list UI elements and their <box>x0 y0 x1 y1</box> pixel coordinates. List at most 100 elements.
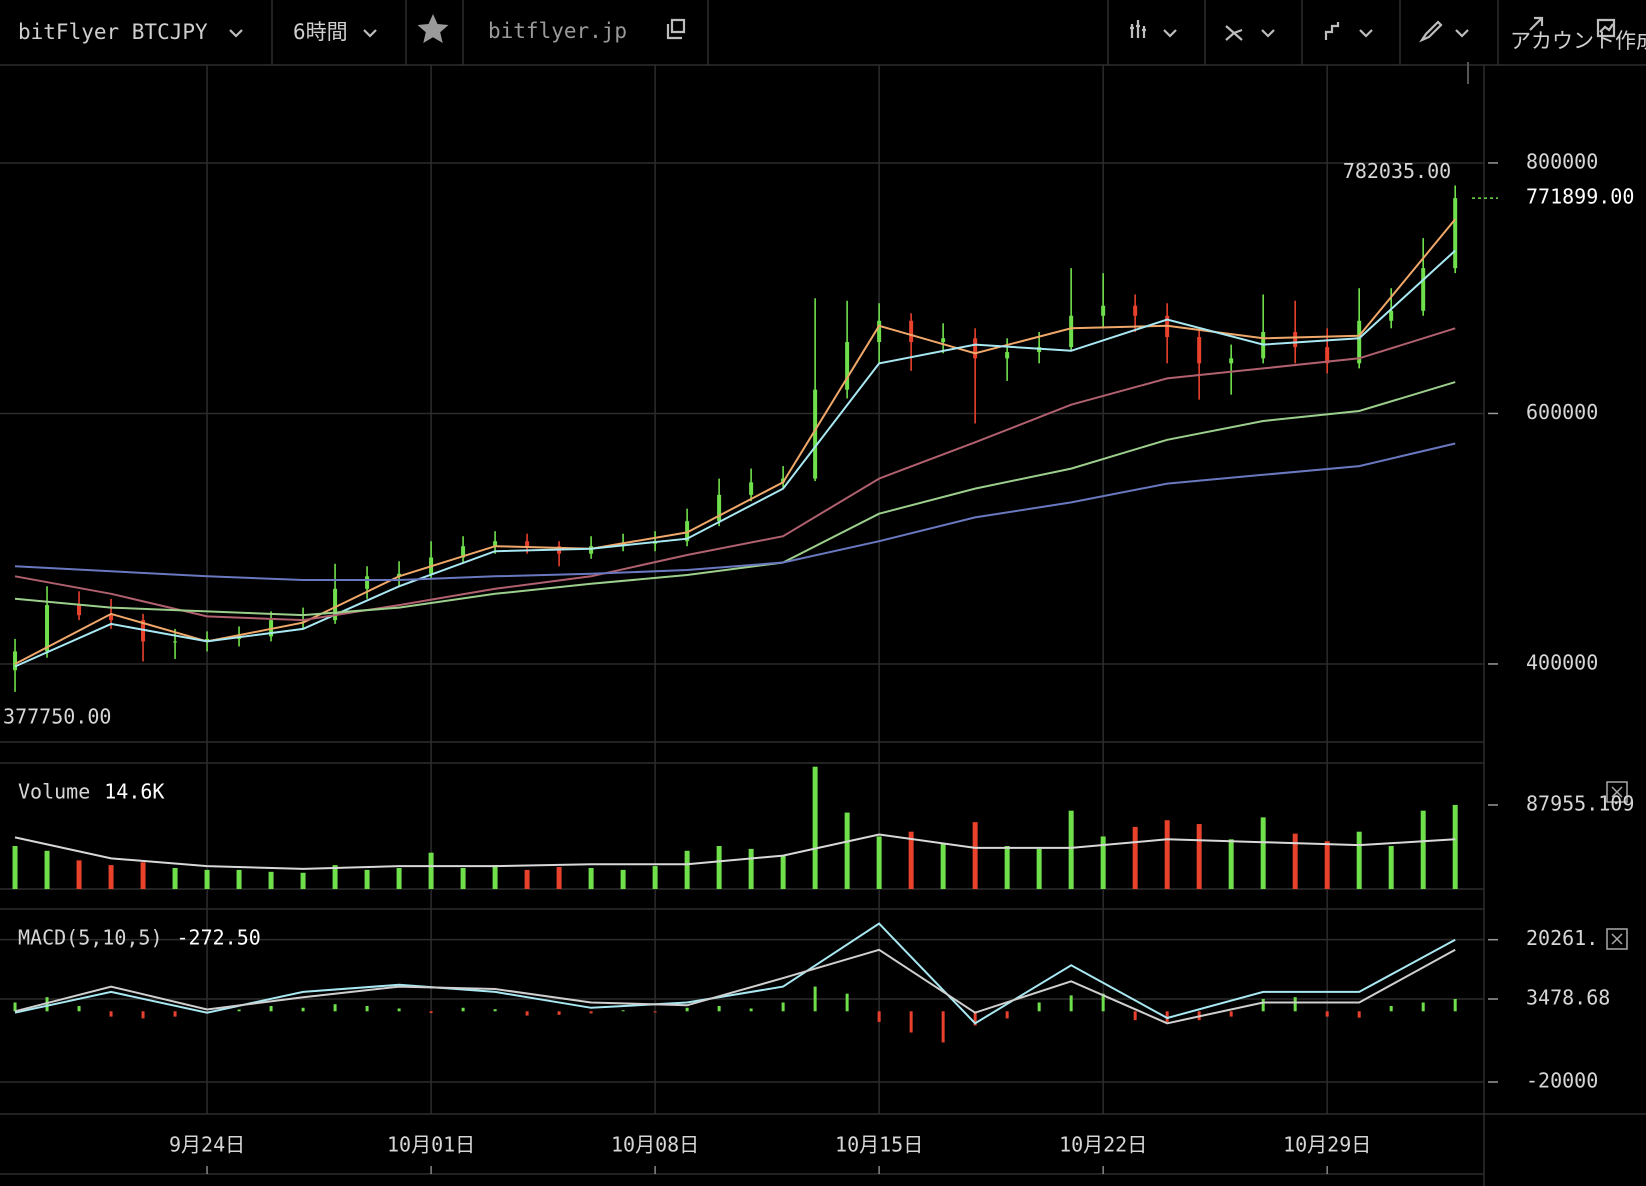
volume-bar <box>588 867 594 889</box>
indicator-line <box>14 833 1456 870</box>
volume-bar <box>268 871 274 889</box>
volume-bar <box>492 865 498 889</box>
candle-body <box>1357 320 1362 364</box>
candle-body <box>397 573 402 577</box>
macd-hist-bar <box>1005 1011 1009 1019</box>
last-price-label: 771899.00 <box>1526 185 1634 209</box>
symbol[interactable]: bitFlyer BTCJPY <box>18 20 208 44</box>
line-button[interactable] <box>1324 22 1373 40</box>
y-tick-label: 87955.109 <box>1526 791 1634 815</box>
close-macd[interactable] <box>1606 928 1628 950</box>
legend-value: 14.6K <box>104 780 164 804</box>
chevron[interactable] <box>229 29 243 38</box>
indicator-line <box>14 442 1456 581</box>
volume-bar <box>812 766 818 889</box>
candle-body <box>685 521 690 542</box>
toolbar: bitFlyer BTCJPY 6時間 bitflyer.jp アカウント作成 <box>0 0 1646 84</box>
candle-body <box>813 389 818 479</box>
account-link[interactable]: アカウント作成 <box>1510 29 1646 53</box>
close-volume-x[interactable] <box>1611 786 1623 798</box>
draw-button[interactable] <box>1419 20 1469 43</box>
macd-hist-bar <box>301 1007 305 1012</box>
y-tick-label: 800000 <box>1526 149 1598 173</box>
candle-body <box>109 615 114 621</box>
interval[interactable]: 6時間 <box>293 20 348 44</box>
candle-body <box>1101 305 1106 316</box>
indicator-line <box>14 381 1456 617</box>
macd-hist-bar <box>1133 1011 1137 1021</box>
candle-body <box>333 588 338 621</box>
indicator-line <box>14 327 1456 622</box>
extreme-label: 377750.00 <box>3 704 111 728</box>
volume-bar <box>396 867 402 889</box>
volume-bar <box>524 869 530 889</box>
macd-hist-bar <box>77 1006 81 1012</box>
volume-bar <box>748 848 754 889</box>
macd-hist-bar <box>141 1011 145 1019</box>
macd-hist-bar <box>877 1011 881 1022</box>
volume-bar <box>204 869 210 889</box>
macd-hist-bar <box>1389 1006 1393 1012</box>
volume-bar <box>972 822 978 889</box>
star-icon[interactable] <box>417 14 449 43</box>
site-link[interactable]: bitflyer.jp <box>488 19 627 43</box>
volume-bar <box>940 843 946 889</box>
volume-bar <box>844 812 850 889</box>
macd-hist-bar <box>717 1006 721 1012</box>
candle-body <box>845 342 850 390</box>
pane-plot <box>12 766 1458 889</box>
indicator-button[interactable] <box>1225 25 1275 41</box>
macd-hist-bar <box>397 1008 401 1012</box>
candle-body <box>365 576 370 589</box>
open-icon[interactable] <box>666 18 686 40</box>
macd-hist-bar <box>941 1011 945 1043</box>
volume-bar <box>1164 820 1170 889</box>
candle-body <box>973 338 978 359</box>
volume-bar <box>1292 833 1298 889</box>
volume-bar <box>716 846 722 889</box>
candle-body <box>173 641 178 643</box>
volume-bar <box>44 850 50 889</box>
volume-bar <box>1228 839 1234 889</box>
chart-type-button[interactable] <box>1130 20 1177 38</box>
plot-layer: 9月24日 10月01日 10月08日 10月15日 10月22日 10月29日 80000… <box>0 65 1634 1174</box>
volume-bar <box>908 831 914 889</box>
close-macd-x[interactable] <box>1611 933 1623 945</box>
volume-bar <box>684 850 690 889</box>
pane-plot <box>13 922 1457 1043</box>
window-icons[interactable] <box>1529 16 1616 38</box>
x-tick-label: 10月22日 <box>1059 1133 1147 1157</box>
volume-bar <box>364 869 370 889</box>
x-tick-label: 9月24日 <box>169 1133 245 1157</box>
frame <box>0 65 1646 1186</box>
macd-hist-bar <box>973 1011 977 1026</box>
macd-hist-bar <box>1357 1011 1361 1018</box>
close-volume[interactable] <box>1606 781 1628 803</box>
volume-bar <box>12 846 18 889</box>
macd-hist-bar <box>557 1011 561 1015</box>
x-tick-label: 10月08日 <box>611 1133 699 1157</box>
volume-bar <box>1036 848 1042 889</box>
macd-hist-bar <box>781 1002 785 1012</box>
volume-bar <box>1004 846 1010 889</box>
candle-body <box>749 482 754 495</box>
macd-hist-bar <box>13 1002 17 1012</box>
macd-hist-bar <box>909 1011 913 1033</box>
candle-body <box>1389 310 1394 321</box>
candle-body <box>941 338 946 343</box>
volume-bar <box>1356 831 1362 889</box>
candle-body <box>461 546 466 558</box>
macd-hist-bar <box>237 1009 241 1012</box>
volume-bar <box>1068 810 1074 889</box>
chevron[interactable] <box>363 29 377 38</box>
y-tick-label: 3478.68 <box>1526 986 1610 1010</box>
candle-body <box>1229 358 1234 364</box>
macd-hist-bar <box>1421 1002 1425 1012</box>
candle-body <box>1325 347 1330 364</box>
candle-body <box>525 541 530 547</box>
candle-body <box>1421 268 1426 311</box>
macd-hist-bar <box>845 993 849 1012</box>
candle-body <box>717 494 722 522</box>
candle-body <box>205 638 210 642</box>
